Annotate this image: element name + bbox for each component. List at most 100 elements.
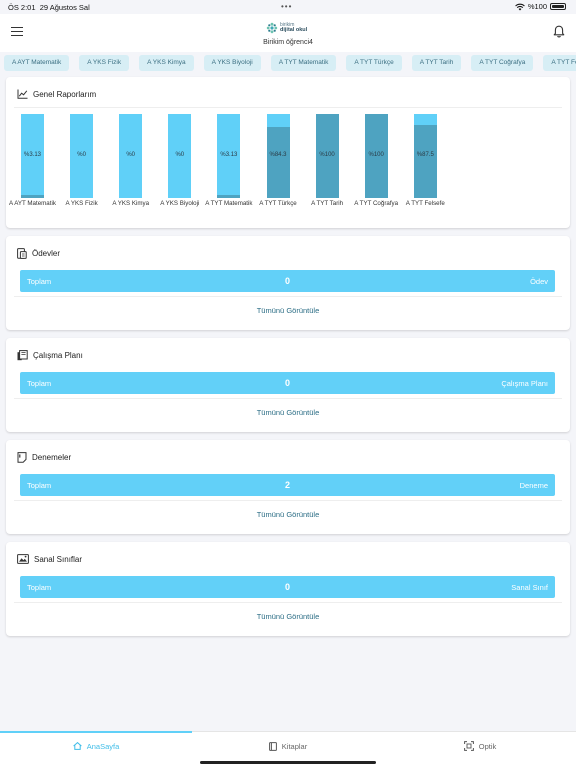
chart-category-label: A TYT Tarih (311, 200, 344, 207)
summary-total-label: Toplam (27, 583, 52, 592)
chart-bar[interactable]: %100 (364, 114, 388, 198)
summary-unit: Deneme (519, 481, 548, 490)
exams-summary-bar: Toplam 2 Deneme (20, 474, 555, 496)
summary-count: 2 (284, 480, 290, 490)
brand-leaf-icon (266, 22, 278, 34)
chart-category-label: A TYT Coğrafya (354, 200, 399, 207)
chart-bar[interactable]: %84.3 (266, 114, 290, 198)
summary-unit: Ödev (530, 277, 548, 286)
tab-course[interactable]: A AYT Matematik (4, 55, 70, 71)
chart-bar-fill (266, 127, 290, 198)
home-indicator (200, 761, 376, 764)
battery-percent: %100 (527, 2, 547, 11)
chart-data-label: %0 (126, 152, 136, 158)
user-name: Birikim öğrenci4 (263, 39, 313, 46)
study-plan-view-all-link[interactable]: Tümünü Görüntüle (256, 408, 320, 417)
chart-category-label: A TYT Türkçe (259, 200, 297, 207)
chart-data-label: %100 (368, 152, 384, 158)
chart-bar-fill (315, 114, 339, 198)
chart-bar-fill (413, 124, 437, 198)
exams-card: Denemeler Toplam 2 Deneme Tümünü Görüntü… (6, 440, 570, 534)
virtual-classes-card: Sanal Sınıflar Toplam 0 Sanal Sınıf Tümü… (6, 542, 570, 636)
divider (14, 107, 562, 108)
homework-summary-bar: Toplam 0 Ödev (20, 270, 555, 292)
brand-logo: birikim dijital okul (266, 22, 307, 34)
chart-bar-fill (364, 114, 388, 198)
line-chart-icon (17, 89, 28, 99)
notification-bell-icon[interactable] (553, 25, 565, 38)
nav-optik[interactable]: Optik (384, 732, 576, 760)
chart-bar[interactable]: %87.5 (413, 114, 437, 198)
virtual-classes-view-all-link[interactable]: Tümünü Görüntüle (256, 612, 320, 621)
chart-category-label: A TYT Matematik (205, 200, 253, 207)
book-icon (268, 741, 277, 751)
chart-bar-fill (217, 195, 241, 198)
divider (14, 398, 562, 399)
battery-icon (550, 3, 566, 10)
tab-course[interactable]: A YKS Fizik (79, 55, 130, 71)
homework-title: Ödevler (17, 248, 60, 259)
chart-data-label: %87.5 (416, 152, 434, 158)
chart-bar[interactable]: %3.13 (21, 114, 44, 198)
nav-active-indicator (0, 731, 192, 733)
books-icon (17, 350, 28, 361)
app-header: birikim dijital okul Birikim öğrenci4 (0, 14, 576, 52)
course-tabs: A AYT Matematik A YKS Fizik A YKS Kimya … (0, 55, 576, 71)
homework-card: Ödevler Toplam 0 Ödev Tümünü Görüntüle (6, 236, 570, 330)
chart-bar[interactable]: %0 (119, 114, 143, 198)
summary-unit: Sanal Sınıf (511, 583, 548, 592)
tab-course[interactable]: A TYT Coğrafya (471, 55, 534, 71)
chart-bar[interactable]: %0 (70, 114, 94, 198)
divider (14, 296, 562, 297)
tab-course[interactable]: A YKS Biyoloji (203, 55, 261, 71)
exams-title: Denemeler (17, 452, 71, 463)
exam-icon (17, 452, 27, 463)
chart-data-label: %3.13 (220, 152, 238, 158)
summary-count: 0 (284, 378, 290, 388)
chart-bar[interactable]: %100 (315, 114, 339, 198)
virtual-classes-summary-bar: Toplam 0 Sanal Sınıf (20, 576, 555, 598)
scan-icon (463, 741, 474, 751)
brand-text: birikim dijital okul (280, 22, 308, 33)
chart-category-label: A YKS Fizik (65, 200, 98, 207)
virtual-classes-title: Sanal Sınıflar (17, 554, 82, 564)
nav-books[interactable]: Kitaplar (192, 732, 384, 760)
chart-data-label: %100 (319, 152, 335, 158)
tab-course[interactable]: A TYT Felsefe (543, 55, 576, 71)
bottom-navigation: AnaSayfa Kitaplar Optik (0, 731, 576, 768)
summary-count: 0 (284, 276, 290, 286)
wifi-icon (515, 3, 525, 10)
chart-category-label: A AYT Matematik (9, 200, 56, 207)
chart-data-label: %84.3 (269, 152, 287, 158)
tab-course[interactable]: A TYT Tarih (411, 55, 462, 71)
nav-home[interactable]: AnaSayfa (0, 732, 192, 760)
divider (14, 602, 562, 603)
summary-count: 0 (284, 582, 290, 592)
chart-category-label: A YKS Biyoloji (160, 200, 200, 207)
tab-course[interactable]: A TYT Türkçe (346, 55, 402, 71)
chart-data-label: %0 (175, 152, 185, 158)
virtual-class-icon (17, 554, 29, 564)
exams-view-all-link[interactable]: Tümünü Görüntüle (256, 510, 320, 519)
reports-bar-chart: %3.13 A AYT Matematik %0 A YKS Fizik %0 A YKS… (9, 77, 562, 232)
summary-total-label: Toplam (27, 481, 52, 490)
study-plan-title: Çalışma Planı (17, 350, 83, 361)
chart-bar[interactable]: %3.13 (217, 114, 241, 198)
chart-category-label: A YKS Kimya (112, 200, 150, 207)
summary-total-label: Toplam (27, 379, 52, 388)
chart-data-label: %3.13 (23, 152, 41, 158)
home-icon (73, 742, 82, 750)
status-time-date: ÖS 2:01 29 Ağustos Sal (8, 3, 90, 12)
homework-view-all-link[interactable]: Tümünü Görüntüle (256, 306, 320, 315)
menu-icon[interactable] (11, 27, 23, 37)
study-plan-summary-bar: Toplam 0 Çalışma Planı (20, 372, 555, 394)
chart-bar[interactable]: %0 (168, 114, 192, 198)
homework-icon (17, 248, 27, 259)
tab-course[interactable]: A TYT Matematik (270, 55, 337, 71)
multitask-dots[interactable]: ••• (281, 2, 293, 11)
chart-bar-fill (21, 195, 44, 198)
status-right: %100 (515, 2, 566, 11)
study-plan-card: Çalışma Planı Toplam 0 Çalışma Planı Tüm… (6, 338, 570, 432)
tab-course[interactable]: A YKS Kimya (139, 55, 194, 71)
reports-title: Genel Raporlarım (17, 89, 96, 99)
